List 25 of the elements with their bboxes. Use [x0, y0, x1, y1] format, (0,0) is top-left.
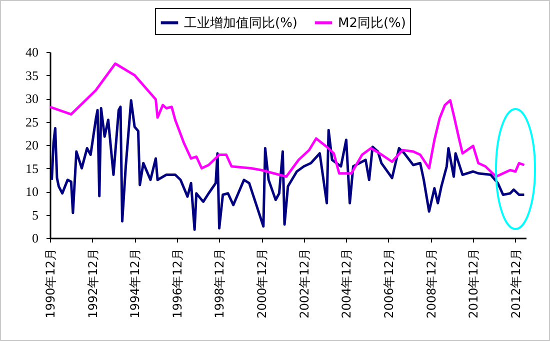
x-tick-label: 2004年12月 — [340, 248, 354, 318]
y-tick-label: 10 — [26, 184, 38, 199]
x-tick-label: 2012年12月 — [508, 248, 523, 318]
x-tick-label: 2010年12月 — [466, 248, 481, 318]
x-tick-label: 2006年12月 — [382, 248, 396, 318]
y-tick-label: 40 — [26, 44, 38, 60]
x-tick-label: 2002年12月 — [297, 248, 312, 318]
x-tick-label: 2008年12月 — [424, 248, 438, 318]
y-tick-label: 15 — [26, 160, 38, 176]
line-series — [50, 62, 526, 178]
x-tick-label: 1994年12月 — [128, 248, 142, 318]
y-tick-label: 0 — [32, 230, 38, 246]
x-tick-label: 1992年12月 — [86, 248, 100, 318]
y-tick-label: 35 — [26, 68, 38, 83]
y-tick-label: 30 — [26, 91, 38, 106]
line-series — [50, 99, 526, 231]
legend-label: 工业增加值同比(%) — [184, 16, 298, 31]
y-tick-label: 20 — [26, 138, 38, 152]
legend-label: M2同比(%) — [338, 16, 406, 31]
x-tick-label: 2000年12月 — [255, 248, 270, 318]
x-tick-label: 1990年12月 — [44, 248, 58, 318]
x-tick-label: 1998年12月 — [212, 248, 227, 318]
x-tick-label: 1996年12月 — [170, 248, 184, 318]
y-tick-label: 25 — [26, 114, 38, 130]
y-tick-label: 5 — [32, 207, 38, 222]
